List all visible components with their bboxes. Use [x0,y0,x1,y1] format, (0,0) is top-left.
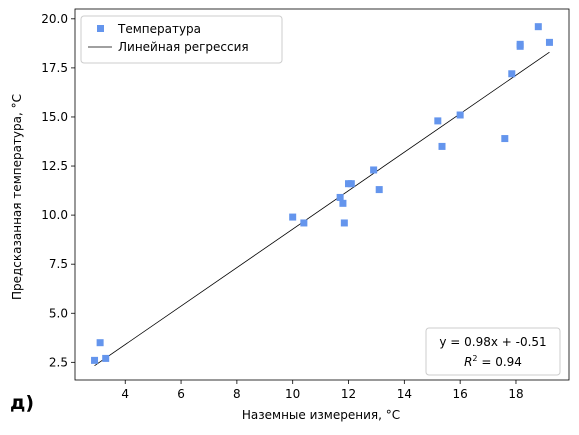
data-point [370,166,378,174]
x-axis-label: Наземные измерения, °C [242,408,400,422]
annotation-frame [425,327,561,376]
x-tick-label: 12 [341,387,356,401]
annotation-box: y = 0.98x + -0.51 R2 = 0.94 [425,327,561,376]
data-point [96,339,104,347]
panel-label: д) [10,392,34,414]
legend-box [80,15,283,64]
r-squared: R2 = 0.94 [464,354,522,369]
y-tick-label: 15.0 [41,110,68,124]
r-squared-symbol: R [464,355,472,369]
x-tick-label: 18 [508,387,523,401]
data-point [91,356,99,364]
data-point [456,111,464,119]
data-point [516,40,524,48]
data-point [339,199,347,207]
data-point [347,180,355,188]
data-point [501,135,509,143]
data-point [434,117,442,125]
legend-label-regression: Линейная регрессия [118,40,249,54]
legend: Температура Линейная регрессия [80,15,283,64]
x-tick-label: 4 [121,387,129,401]
x-tick-label: 14 [397,387,412,401]
legend-marker-temperature [97,25,104,32]
data-point [508,70,516,78]
plot-area [74,8,570,381]
r-squared-value: = 0.94 [478,355,522,369]
x-tick-label: 8 [233,387,241,401]
y-tick-label: 10.0 [41,208,68,222]
y-tick-label: 2.5 [49,355,68,369]
data-point [102,354,110,362]
regression-equation: y = 0.98x + -0.51 [439,335,546,349]
y-tick-label: 5.0 [49,306,68,320]
y-tick-label: 12.5 [41,159,68,173]
data-point [438,142,446,150]
data-point [336,193,344,201]
r-squared-exponent: 2 [472,354,477,363]
data-point [289,213,297,221]
x-tick-label: 6 [177,387,185,401]
data-point [300,219,308,227]
plot-frame [74,8,570,381]
data-point [534,23,542,31]
y-tick-label: 7.5 [49,257,68,271]
axis-ticks: 4 6 8 10 12 14 16 18 2.5 5.0 7.5 10.0 12.5 15.0 17.5 20… [41,12,523,401]
data-point [340,219,348,227]
data-point [375,186,383,194]
y-tick-label: 20.0 [41,12,68,26]
x-tick-label: 16 [453,387,468,401]
y-tick-label: 17.5 [41,61,68,75]
data-point [545,38,553,46]
x-tick-label: 10 [285,387,300,401]
y-axis-label: Предсказанная температура, °C [10,94,24,300]
regression-line [94,51,550,366]
legend-label-temperature: Температура [117,22,201,36]
